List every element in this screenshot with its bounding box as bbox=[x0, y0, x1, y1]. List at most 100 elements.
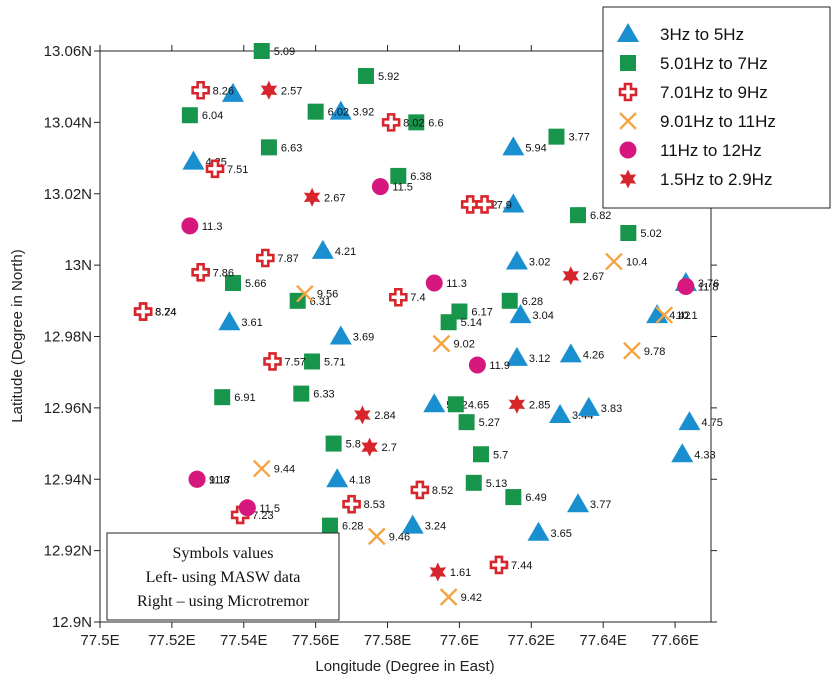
star-point bbox=[303, 187, 321, 207]
triangle-point bbox=[559, 343, 582, 363]
point-label: 6.91 bbox=[234, 392, 255, 404]
point-label: 8.74 bbox=[155, 307, 176, 319]
point-label: 3.69 bbox=[353, 332, 374, 344]
legend-star-icon bbox=[619, 169, 637, 189]
circle-point bbox=[238, 499, 256, 517]
point-label: 3.83 bbox=[601, 403, 622, 415]
point-label: 5.13 bbox=[486, 478, 507, 490]
cross-point bbox=[342, 494, 361, 514]
point-label: 4.33 bbox=[694, 449, 715, 461]
x-point bbox=[605, 252, 623, 271]
triangle-point bbox=[423, 393, 446, 413]
triangle-point bbox=[577, 396, 600, 416]
x-point bbox=[432, 334, 451, 353]
square-point bbox=[253, 43, 270, 59]
x-axis-label: Longitude (Degree in East) bbox=[315, 658, 494, 675]
note-frame bbox=[106, 532, 340, 621]
point-label: 6.28 bbox=[342, 521, 363, 533]
square-point bbox=[322, 517, 339, 534]
point-label: 2.67 bbox=[583, 271, 604, 283]
point-label: 5.7 bbox=[493, 449, 508, 461]
triangle-point bbox=[182, 150, 205, 170]
point-label: 11.3 bbox=[446, 278, 467, 290]
square-point bbox=[214, 389, 231, 406]
circle-point bbox=[371, 178, 389, 196]
cross-point bbox=[410, 480, 430, 500]
legend-entry: 1.5Hz to 2.9Hz bbox=[619, 169, 772, 189]
legend-entry: 3Hz to 5Hz bbox=[617, 23, 744, 44]
square-point bbox=[447, 396, 464, 413]
point-label: 11.5 bbox=[259, 503, 280, 515]
point-label: 5.66 bbox=[245, 278, 266, 290]
triangle-point bbox=[505, 250, 528, 270]
point-label: 11.8 bbox=[209, 474, 230, 486]
square-point bbox=[472, 446, 489, 463]
cross-point bbox=[191, 262, 210, 282]
cross-point bbox=[263, 352, 282, 371]
point-label: 8.24 bbox=[155, 307, 176, 319]
legend-triangle-icon bbox=[617, 23, 639, 42]
point-label: 3.92 bbox=[353, 107, 374, 119]
point-label: 5.71 bbox=[324, 356, 345, 368]
legend: 3Hz to 5Hz 5.01Hz to 7Hz 7.01Hz to 9Hz 9.01… bbox=[602, 6, 831, 209]
y-tick-label: 12.92N bbox=[44, 543, 92, 560]
point-label: 4.75 bbox=[701, 417, 722, 429]
triangle-point bbox=[502, 136, 525, 156]
legend-entry: 9.01Hz to 11Hz bbox=[619, 112, 776, 131]
point-label: 6.04 bbox=[202, 110, 223, 122]
legend-frame bbox=[602, 6, 831, 209]
series-x: 10.4 9.56 10.1 9.02 9.78 9.44 9.46 9.42 bbox=[252, 252, 698, 606]
point-label: 1.61 bbox=[450, 567, 471, 579]
triangle-point bbox=[567, 493, 590, 513]
star-point bbox=[354, 405, 371, 425]
point-label: 4.26 bbox=[583, 349, 604, 361]
axis-ticks: 77.5E 77.52E 77.54E 77.56E 77.58E 77.6E 77.62E… bbox=[44, 43, 717, 649]
square-point bbox=[307, 103, 324, 120]
legend-label: 9.01Hz to 11Hz bbox=[660, 112, 776, 131]
x-tick-label: 77.64E bbox=[579, 632, 627, 649]
series-square: 5.09 5.92 6.04 6.02 6.6 3.77 6.63 6.38 6.82 5.02 5… bbox=[181, 43, 662, 534]
point-label: 11.9 bbox=[489, 360, 510, 372]
point-label: 6.6 bbox=[428, 117, 443, 129]
star-point bbox=[562, 266, 580, 286]
cross-point bbox=[381, 113, 401, 132]
x-point bbox=[252, 459, 271, 478]
data-marks: 3.924.255.944.213.023.613.693.043.124.26… bbox=[133, 43, 723, 606]
point-label: 7.44 bbox=[511, 560, 532, 572]
square-point bbox=[505, 489, 522, 506]
x-tick-label: 77.58E bbox=[364, 632, 412, 649]
y-tick-label: 12.94N bbox=[44, 471, 92, 488]
cross-point bbox=[205, 159, 225, 179]
point-label: 4.42 bbox=[669, 310, 690, 322]
circle-point bbox=[181, 217, 199, 235]
legend-circle-icon bbox=[619, 141, 637, 159]
point-label: 2.85 bbox=[529, 399, 550, 411]
point-label: 4.18 bbox=[349, 474, 370, 486]
point-label: 6.31 bbox=[310, 296, 331, 308]
point-label: 6.33 bbox=[313, 389, 334, 401]
point-label: 8.52 bbox=[432, 485, 453, 497]
y-axis-label: Latitude (Degree in North) bbox=[9, 249, 26, 422]
triangle-point bbox=[505, 346, 528, 366]
y-tick-label: 13.04N bbox=[44, 114, 92, 131]
point-label: 5.09 bbox=[274, 46, 295, 58]
x-tick-label: 77.56E bbox=[292, 632, 340, 649]
square-point bbox=[501, 292, 518, 309]
point-label: 7.51 bbox=[227, 164, 248, 176]
point-label: 6.02 bbox=[328, 107, 349, 119]
square-point bbox=[440, 314, 457, 331]
square-point bbox=[260, 139, 277, 156]
circle-point bbox=[188, 470, 206, 488]
x-point bbox=[655, 306, 674, 324]
point-label: 9.78 bbox=[644, 346, 665, 358]
point-label: 10.4 bbox=[626, 257, 647, 269]
point-label: 9.56 bbox=[317, 289, 338, 301]
note-line-2: Left- using MASW data bbox=[146, 569, 301, 586]
triangle-point bbox=[527, 521, 550, 541]
point-label: 6.82 bbox=[590, 210, 611, 222]
square-point bbox=[293, 385, 310, 402]
triangle-point bbox=[678, 411, 701, 431]
point-label: 7.4 bbox=[410, 292, 425, 304]
series-star: 2.57 2.67 2.67 2.85 2.84 2.7 1.61 bbox=[260, 80, 604, 582]
